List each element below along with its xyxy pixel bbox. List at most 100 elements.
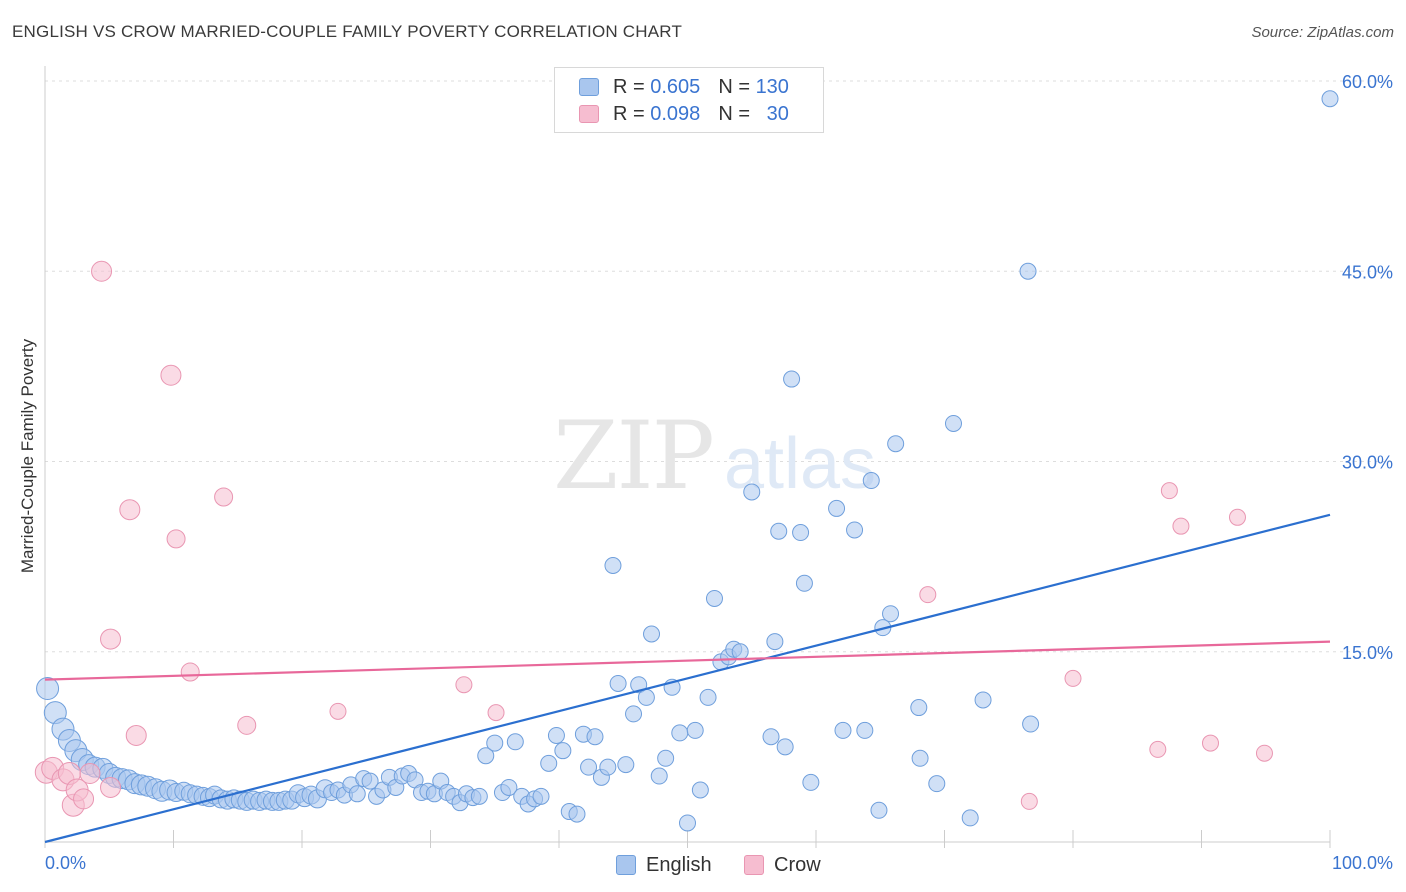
english-point (609, 674, 627, 692)
english-point (679, 814, 696, 832)
english-point (944, 414, 962, 432)
crow-point (455, 676, 473, 694)
english-point (486, 734, 504, 752)
english-point (348, 785, 366, 803)
crow-point (100, 776, 122, 798)
english-point (928, 775, 946, 793)
crow-point (1020, 792, 1038, 810)
crow-point (73, 788, 95, 810)
english-point (856, 721, 874, 739)
y-tick-label: 60.0% (1342, 72, 1393, 92)
series-crow-points (34, 260, 1273, 817)
tick-labels: 15.0% 30.0% 45.0% 60.0% 0.0% 100.0% (45, 72, 1393, 873)
legend-row-english: R = 0.605 N = 130 (579, 74, 789, 100)
crow-point (1201, 734, 1219, 752)
english-point (671, 724, 689, 742)
english-point (887, 435, 905, 453)
stats-legend: R = 0.605 N = 130 R = 0.098 N = 30 (554, 67, 824, 133)
chart-title: ENGLISH VS CROW MARRIED-COUPLE FAMILY PO… (12, 22, 683, 41)
watermark: ZIP atlas (553, 402, 876, 511)
crow-point (1255, 744, 1273, 762)
x-tick-label-right: 100.0% (1332, 853, 1393, 873)
legend-n-label: N = (718, 75, 750, 98)
x-tick-label-left: 0.0% (45, 853, 86, 873)
crow-point (214, 487, 234, 507)
english-point (762, 728, 780, 746)
crow-point (1228, 508, 1246, 526)
bottom-legend-english: English (616, 852, 712, 878)
english-point (862, 472, 880, 490)
crow-point (91, 260, 113, 282)
english-point (699, 688, 717, 706)
legend-r-label: R = (613, 102, 645, 125)
bottom-legend-swatch-crow (744, 855, 764, 875)
legend-n-label: N = (718, 102, 750, 125)
english-point (500, 778, 518, 796)
english-point (766, 633, 784, 651)
bottom-legend-label-crow: Crow (774, 853, 821, 876)
english-point (650, 767, 668, 785)
crow-trendline (44, 640, 1331, 681)
english-point (617, 756, 635, 774)
legend-r-value-crow: 0.098 (650, 102, 701, 125)
english-point (554, 742, 572, 760)
trendlines (44, 513, 1331, 844)
english-point (477, 747, 495, 765)
crow-point (100, 628, 122, 650)
english-point (547, 726, 565, 744)
english-point (802, 773, 820, 791)
english-trendline (44, 513, 1331, 844)
english-point (604, 557, 622, 575)
english-point (911, 749, 929, 767)
crow-point (160, 364, 182, 386)
watermark-zip: ZIP (553, 402, 713, 511)
crow-point (119, 499, 141, 521)
english-point (792, 524, 810, 542)
english-point (361, 772, 379, 790)
crow-point (79, 763, 101, 785)
english-point (1321, 90, 1339, 108)
english-point (540, 754, 558, 772)
english-point (625, 705, 643, 723)
crow-point (166, 529, 186, 549)
bottom-legend-crow: Crow (744, 852, 821, 878)
crow-point (125, 724, 147, 746)
crow-point (919, 586, 937, 604)
english-point (705, 589, 723, 607)
english-point (731, 643, 749, 661)
english-point (783, 370, 801, 388)
english-point (743, 483, 761, 501)
english-point (599, 758, 617, 776)
crow-point (329, 702, 347, 720)
crow-point (487, 704, 505, 722)
crow-point (1172, 517, 1190, 535)
english-point (532, 787, 550, 805)
crow-point (1064, 669, 1082, 687)
legend-swatch-english (579, 78, 599, 96)
english-point (691, 781, 709, 799)
y-tick-label: 30.0% (1342, 453, 1393, 473)
y-tick-label: 45.0% (1342, 262, 1393, 282)
english-point (1019, 262, 1037, 280)
english-point (882, 605, 900, 623)
english-point (834, 721, 852, 739)
legend-n-value-english: 130 (755, 75, 789, 98)
english-point (910, 699, 928, 717)
crow-point (237, 715, 257, 735)
bottom-legend-label-english: English (646, 853, 712, 876)
english-point (870, 801, 888, 819)
english-point (36, 677, 60, 701)
english-point (776, 738, 794, 756)
y-tick-label: 15.0% (1342, 643, 1393, 663)
english-point (643, 625, 661, 643)
english-point (470, 787, 488, 805)
legend-r-value-english: 0.605 (650, 75, 701, 98)
english-point (846, 521, 864, 539)
grid-lines (45, 80, 1395, 653)
english-point (961, 809, 979, 827)
legend-r-label: R = (613, 75, 645, 98)
crow-point (1149, 740, 1167, 758)
english-point (568, 805, 586, 823)
english-point (637, 688, 655, 706)
english-point (686, 721, 704, 739)
